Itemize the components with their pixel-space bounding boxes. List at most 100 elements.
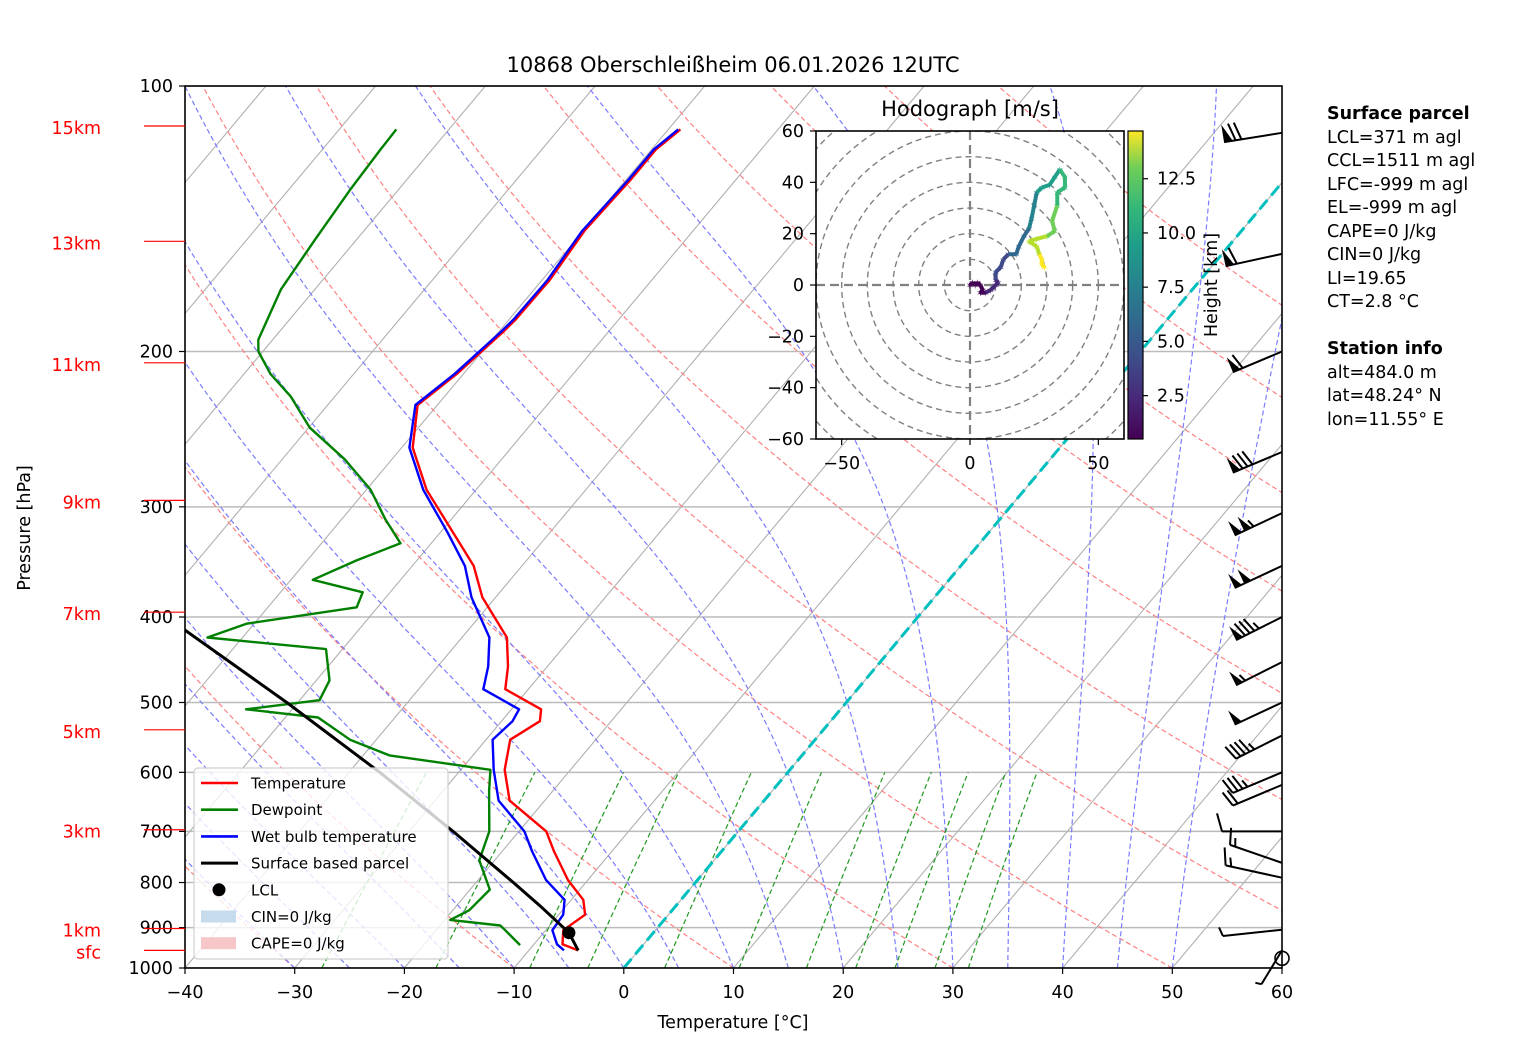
barb-shaft [1223,131,1283,144]
x-tick-label: −30 [276,983,313,1003]
hodograph-point: ✶ [986,286,994,297]
hodograph-point: ✶ [1015,243,1023,254]
barb-flag [1238,739,1251,753]
barb-flag [1242,618,1256,632]
moist-adiabat [185,86,789,968]
height-marker-label: 3km [63,823,101,843]
barb-half-flag [1247,519,1255,528]
wind-barb [1229,616,1283,642]
moist-adiabat [185,616,515,968]
barb-shaft [1229,843,1283,864]
barb-shaft [1232,783,1283,807]
hodograph-segment [994,265,1003,274]
hodograph-segment [1027,217,1034,230]
hodograph-title: Hodograph [m/s] [881,97,1059,121]
calm-wind-circle [1274,950,1290,967]
hodograph-segment [1056,185,1067,195]
barb-flag [1231,354,1244,369]
barb-pennant [1226,457,1241,473]
legend-box [193,767,449,960]
hodograph-segment [1050,204,1060,222]
hodograph-point: ✶ [1040,263,1048,274]
moist-adiabat [185,682,460,968]
barb-flag [1223,847,1227,866]
isotherm-line [185,86,596,577]
hodograph-point: ✶ [1027,214,1035,225]
hodograph-segment [1032,192,1039,206]
mixing-ratio-line [587,772,680,968]
series-dewpoint [206,128,521,946]
moist-adiabat [185,240,735,968]
barb-pennant [1229,671,1243,686]
hodograph-segment [1036,234,1048,241]
mixing-ratio-line [855,772,932,968]
moist-adiabat [185,361,680,968]
wind-barb [1223,847,1283,879]
surface-parcel-line: LI=19.65 [1327,268,1407,289]
height-marker-label: sfc [76,943,101,963]
legend-label: Wet bulb temperature [251,828,417,846]
hodograph-segment [1022,227,1031,238]
profile-series [185,128,682,952]
barb-shaft [1232,451,1283,474]
barb-flag [1233,622,1246,637]
height-marker-label: 13km [52,234,101,254]
barb-shaft [1232,771,1283,794]
barb-shaft [1235,661,1283,687]
wind-barb [1255,949,1283,986]
barb-flag [1226,777,1239,792]
hodograph-segment [1041,183,1051,190]
hodograph-segment [991,283,998,289]
barb-pennant [1237,516,1252,531]
hodograph-point: ✶ [994,278,1002,289]
height-marker-label: 1km [63,921,101,941]
surface-parcel-line: CCL=1511 m agl [1327,151,1476,171]
barb-shaft [1234,512,1283,537]
legend-label: CAPE=0 J/kg [251,935,345,953]
wind-barb [1224,734,1283,760]
surface-parcel-title: Surface parcel [1327,104,1470,124]
barb-shaft [1222,928,1283,938]
barb-flag [1241,450,1254,466]
wind-barb [1221,771,1283,794]
legend-label: Temperature [250,775,346,793]
dry-adiabat [185,263,954,968]
mixing-ratio-line [738,772,823,968]
hodograph-segment [989,286,995,292]
hodograph-segment [1029,205,1037,219]
hodograph-point: ✶ [997,263,1005,274]
legend-swatch-patch [201,910,236,923]
hodograph-segment [1014,245,1021,255]
legend-label: Dewpoint [251,801,322,819]
zero-degree-isotherm [622,180,1282,968]
hodograph-point: ✶ [991,281,999,292]
hodograph-segment [1016,235,1026,248]
hodograph-point: ✶ [1038,183,1046,194]
x-tick-label: 40 [1051,983,1073,1003]
hodograph-x-tick-label: 0 [964,454,975,474]
hodograph-segment [1001,252,1010,261]
hodograph-segment [984,288,992,295]
colorbar-label: Height [km] [1202,233,1222,337]
station-info-title: Station info [1327,339,1443,359]
hodograph-x-tick-label: −50 [823,454,860,474]
barb-flag [1216,813,1223,832]
isotherm-line [952,574,1282,968]
isotherm-line [185,86,486,446]
barb-half-flag [1247,742,1256,751]
wind-barb [1221,247,1283,268]
y-tick-label: 300 [140,498,173,518]
hodograph-point: ✶ [991,268,999,279]
mixing-ratio-line [805,772,886,968]
dry-adiabat [429,86,1282,801]
height-marker-label: 15km [52,119,101,139]
mixing-ratio-line [967,772,1038,968]
barb-pennant [1237,569,1252,584]
barb-flag [1229,827,1233,845]
barb-shaft [1232,350,1283,374]
hodograph-segment [978,284,985,292]
moist-adiabat [185,543,570,968]
moist-adiabat [185,459,625,968]
x-tick-label: −40 [167,983,204,1003]
colorbar-tick-label: 10.0 [1157,224,1196,244]
